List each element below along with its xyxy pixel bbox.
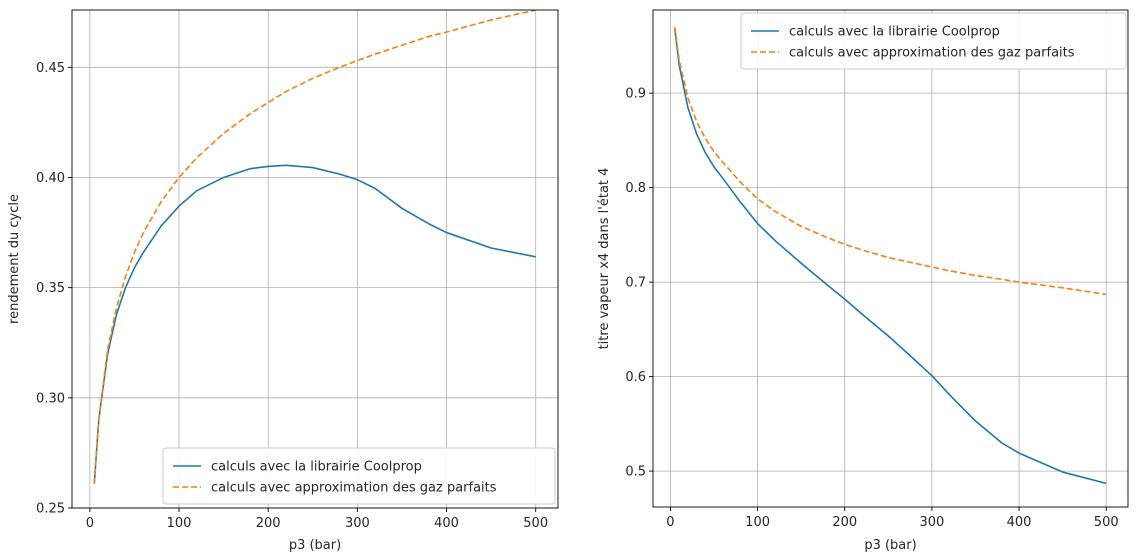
chart-1-y-tick-label: 0.35 xyxy=(36,281,65,296)
chart-2-series-coolprop-line xyxy=(673,28,1107,485)
chart-1-y-axis-label: rendement du cycle xyxy=(7,194,22,324)
chart-1-x-tick-label: 100 xyxy=(167,516,192,531)
chart-1-plot-frame xyxy=(71,9,559,509)
chart-2-x-tick-label: 500 xyxy=(1094,515,1119,530)
chart-1-legend-box xyxy=(162,447,556,505)
chart-2-x-axis-label: p3 (bar) xyxy=(864,538,916,553)
chart-1-legend: calculs avec la librairie Coolprop calcul… xyxy=(162,447,556,505)
chart-1-panel: 0 100 200 300 400 500 0.25 0.30 0.35 0.40 0.45 p3 (… xyxy=(7,9,559,553)
chart-1-series-gaz-parfaits-line xyxy=(93,10,536,484)
chart-2-y-axis-label: titre vapeur x4 dans l'état 4 xyxy=(597,168,612,350)
chart-2-legend-box xyxy=(740,12,1127,70)
chart-2-x-tick-label: 0 xyxy=(666,515,674,530)
chart-1-x-tick-label: 500 xyxy=(523,516,548,531)
chart-2-x-tick-label: 200 xyxy=(832,515,857,530)
chart-2-legend: calculs avec la librairie Coolprop calcul… xyxy=(740,12,1127,70)
chart-2-x-tick-label: 100 xyxy=(745,515,770,530)
chart-1-x-tick-label: 0 xyxy=(86,516,94,531)
chart-1-x-axis-label: p3 (bar) xyxy=(289,538,341,553)
chart-2-x-tick-label: 300 xyxy=(919,515,944,530)
chart-1-legend-label: calculs avec approximation des gaz parfa… xyxy=(211,481,497,496)
chart-1-x-tick-label: 400 xyxy=(434,516,459,531)
chart-1-y-tick-label: 0.40 xyxy=(36,171,65,186)
chart-1-series-coolprop-line xyxy=(93,164,536,484)
chart-2-series-gaz-parfaits-line xyxy=(673,26,1107,296)
chart-2-x-tick-label: 400 xyxy=(1007,515,1032,530)
chart-2-y-tick-label: 0.8 xyxy=(625,181,646,196)
chart-1-y-tick-label: 0.45 xyxy=(36,61,65,76)
chart-2-legend-label: calculs avec approximation des gaz parfa… xyxy=(789,46,1075,61)
chart-2-legend-label: calculs avec la librairie Coolprop xyxy=(789,25,1000,40)
chart-2-y-tick-label: 0.7 xyxy=(625,276,646,291)
chart-1-y-tick-label: 0.25 xyxy=(36,502,65,517)
chart-2-plot-frame xyxy=(652,9,1129,508)
chart-2-y-tick-label: 0.6 xyxy=(625,370,646,385)
chart-2-y-tick-label: 0.9 xyxy=(625,87,646,102)
chart-1-x-tick-label: 300 xyxy=(345,516,370,531)
chart-2-y-tick-label: 0.5 xyxy=(625,465,646,480)
chart-1-y-tick-label: 0.30 xyxy=(36,391,65,406)
chart-1-x-tick-label: 200 xyxy=(256,516,281,531)
chart-2-panel: 0 100 200 300 400 500 0.5 0.6 0.7 0.8 0.9 p3 (bar) t… xyxy=(597,9,1129,553)
chart-1-legend-label: calculs avec la librairie Coolprop xyxy=(211,460,422,475)
